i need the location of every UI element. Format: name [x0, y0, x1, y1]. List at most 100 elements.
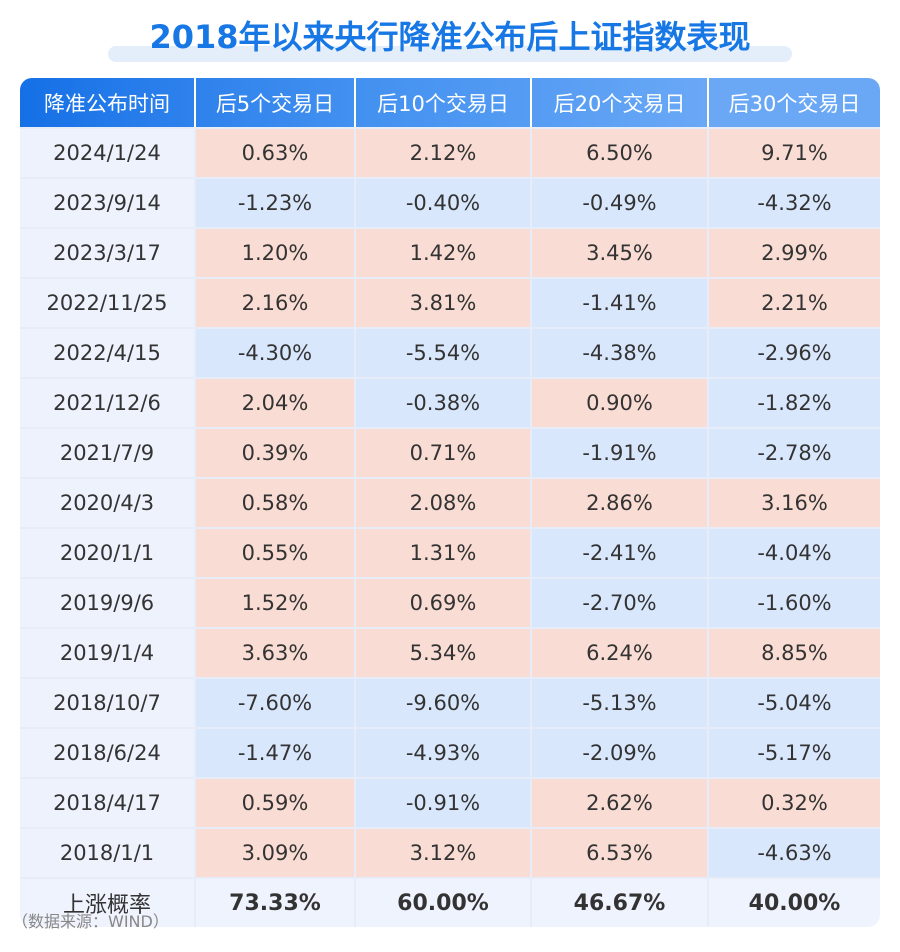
- value-cell: 2.12%: [356, 127, 532, 177]
- value-cell: 2.04%: [196, 377, 356, 427]
- value-cell: 0.32%: [709, 777, 880, 827]
- table-row: 2018/10/7 -7.60% -9.60% -5.13% -5.04%: [20, 677, 880, 727]
- value-cell: -4.30%: [196, 327, 356, 377]
- header-row: 降准公布时间 后5个交易日 后10个交易日 后20个交易日 后30个交易日: [20, 78, 880, 127]
- column-header: 后10个交易日: [356, 78, 532, 127]
- value-cell: 6.53%: [532, 827, 709, 877]
- summary-value: 73.33%: [196, 877, 356, 927]
- date-cell: 2020/1/1: [20, 527, 196, 577]
- value-cell: -2.70%: [532, 577, 709, 627]
- value-cell: 0.63%: [196, 127, 356, 177]
- value-cell: 1.42%: [356, 227, 532, 277]
- value-cell: 2.62%: [532, 777, 709, 827]
- value-cell: 2.21%: [709, 277, 880, 327]
- value-cell: 2.16%: [196, 277, 356, 327]
- value-cell: -4.04%: [709, 527, 880, 577]
- value-cell: -2.78%: [709, 427, 880, 477]
- value-cell: 3.16%: [709, 477, 880, 527]
- data-table: 降准公布时间 后5个交易日 后10个交易日 后20个交易日 后30个交易日 2024/1…: [20, 78, 880, 927]
- value-cell: 2.08%: [356, 477, 532, 527]
- table-row: 2018/6/24 -1.47% -4.93% -2.09% -5.17%: [20, 727, 880, 777]
- value-cell: -0.38%: [356, 377, 532, 427]
- value-cell: -4.38%: [532, 327, 709, 377]
- value-cell: 1.31%: [356, 527, 532, 577]
- value-cell: 9.71%: [709, 127, 880, 177]
- date-cell: 2021/12/6: [20, 377, 196, 427]
- date-cell: 2022/11/25: [20, 277, 196, 327]
- table-row: 2021/7/9 0.39% 0.71% -1.91% -2.78%: [20, 427, 880, 477]
- value-cell: 0.90%: [532, 377, 709, 427]
- column-header: 后20个交易日: [532, 78, 709, 127]
- value-cell: 0.71%: [356, 427, 532, 477]
- value-cell: -5.17%: [709, 727, 880, 777]
- value-cell: -4.32%: [709, 177, 880, 227]
- value-cell: -4.63%: [709, 827, 880, 877]
- date-cell: 2023/3/17: [20, 227, 196, 277]
- value-cell: 6.24%: [532, 627, 709, 677]
- title-underline: [108, 46, 792, 62]
- value-cell: -5.04%: [709, 677, 880, 727]
- page-title: 2018年以来央行降准公布后上证指数表现: [149, 18, 751, 56]
- date-cell: 2020/4/3: [20, 477, 196, 527]
- value-cell: 0.58%: [196, 477, 356, 527]
- value-cell: -9.60%: [356, 677, 532, 727]
- table-row: 2018/4/17 0.59% -0.91% 2.62% 0.32%: [20, 777, 880, 827]
- value-cell: -4.93%: [356, 727, 532, 777]
- value-cell: -2.96%: [709, 327, 880, 377]
- value-cell: 3.45%: [532, 227, 709, 277]
- value-cell: 0.69%: [356, 577, 532, 627]
- value-cell: 0.55%: [196, 527, 356, 577]
- value-cell: -0.40%: [356, 177, 532, 227]
- summary-label: 上涨概率: [20, 877, 196, 927]
- value-cell: -1.23%: [196, 177, 356, 227]
- table-row: 2022/4/15 -4.30% -5.54% -4.38% -2.96%: [20, 327, 880, 377]
- value-cell: 3.09%: [196, 827, 356, 877]
- summary-value: 60.00%: [356, 877, 532, 927]
- table-row: 2022/11/25 2.16% 3.81% -1.41% 2.21%: [20, 277, 880, 327]
- table-row: 2023/9/14 -1.23% -0.40% -0.49% -4.32%: [20, 177, 880, 227]
- date-cell: 2023/9/14: [20, 177, 196, 227]
- date-cell: 2018/1/1: [20, 827, 196, 877]
- value-cell: 2.86%: [532, 477, 709, 527]
- date-cell: 2019/1/4: [20, 627, 196, 677]
- value-cell: -0.91%: [356, 777, 532, 827]
- column-header: 后30个交易日: [709, 78, 880, 127]
- table-row: 2019/9/6 1.52% 0.69% -2.70% -1.60%: [20, 577, 880, 627]
- value-cell: -0.49%: [532, 177, 709, 227]
- value-cell: -1.82%: [709, 377, 880, 427]
- value-cell: 2.99%: [709, 227, 880, 277]
- value-cell: 3.63%: [196, 627, 356, 677]
- summary-value: 46.67%: [532, 877, 709, 927]
- value-cell: -5.13%: [532, 677, 709, 727]
- value-cell: -7.60%: [196, 677, 356, 727]
- table-row: 2024/1/24 0.63% 2.12% 6.50% 9.71%: [20, 127, 880, 177]
- title-area: 2018年以来央行降准公布后上证指数表现: [0, 12, 900, 62]
- date-cell: 2018/10/7: [20, 677, 196, 727]
- value-cell: 1.20%: [196, 227, 356, 277]
- date-cell: 2019/9/6: [20, 577, 196, 627]
- summary-value: 40.00%: [709, 877, 880, 927]
- column-header: 后5个交易日: [196, 78, 356, 127]
- value-cell: -1.60%: [709, 577, 880, 627]
- value-cell: 3.81%: [356, 277, 532, 327]
- date-cell: 2021/7/9: [20, 427, 196, 477]
- value-cell: 1.52%: [196, 577, 356, 627]
- value-cell: -2.41%: [532, 527, 709, 577]
- value-cell: -2.09%: [532, 727, 709, 777]
- value-cell: 0.39%: [196, 427, 356, 477]
- value-cell: -1.47%: [196, 727, 356, 777]
- column-header: 降准公布时间: [20, 78, 196, 127]
- date-cell: 2018/6/24: [20, 727, 196, 777]
- table-row: 2019/1/4 3.63% 5.34% 6.24% 8.85%: [20, 627, 880, 677]
- date-cell: 2022/4/15: [20, 327, 196, 377]
- date-cell: 2018/4/17: [20, 777, 196, 827]
- table-row: 2020/4/3 0.58% 2.08% 2.86% 3.16%: [20, 477, 880, 527]
- value-cell: 6.50%: [532, 127, 709, 177]
- value-cell: 3.12%: [356, 827, 532, 877]
- table-row: 2021/12/6 2.04% -0.38% 0.90% -1.82%: [20, 377, 880, 427]
- value-cell: 0.59%: [196, 777, 356, 827]
- value-cell: -5.54%: [356, 327, 532, 377]
- value-cell: -1.91%: [532, 427, 709, 477]
- summary-row: 上涨概率 73.33% 60.00% 46.67% 40.00%: [20, 877, 880, 927]
- value-cell: -1.41%: [532, 277, 709, 327]
